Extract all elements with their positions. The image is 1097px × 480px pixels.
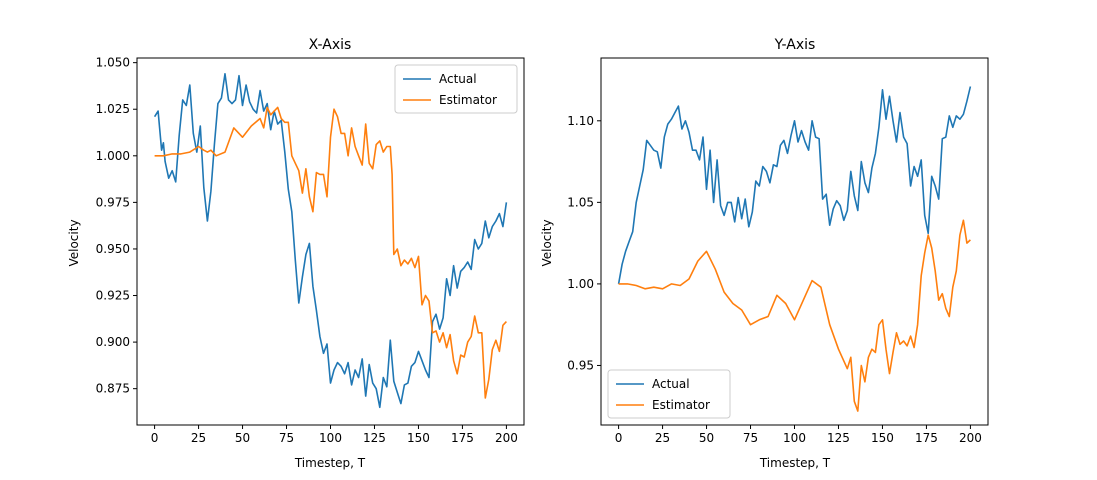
y-tick-label: 1.000 (96, 149, 130, 163)
x-axis-panel: X-Axis Timestep, T Velocity 0 25 50 75 100 12… (67, 37, 525, 470)
x-tick-label: 100 (319, 431, 342, 445)
y-axis-label: Velocity (67, 219, 81, 266)
x-tick-label: 0 (615, 431, 623, 445)
x-tick-label: 200 (959, 431, 982, 445)
plot-lines (153, 73, 508, 409)
x-tick-label: 175 (451, 431, 474, 445)
y-axis-label: Velocity (540, 219, 554, 266)
plot-lines (617, 86, 972, 412)
tick-group: 0 25 50 75 100 125 150 175 200 0.95 1.00 1.05 1.10 (567, 114, 982, 445)
x-tick-label: 200 (495, 431, 518, 445)
chart-title: X-Axis (309, 37, 352, 53)
legend: Actual Estimator (394, 64, 518, 114)
series-line-estimator (154, 106, 507, 399)
chart-title: Y-Axis (774, 37, 816, 53)
legend-box (394, 64, 518, 114)
x-tick-label: 125 (363, 431, 386, 445)
tick-group: 0 25 50 75 100 125 150 175 200 0.875 0.900 0.925 0.9… (96, 56, 518, 445)
x-tick-label: 100 (783, 431, 806, 445)
x-tick-label: 50 (235, 431, 250, 445)
x-tick-label: 150 (407, 431, 430, 445)
plot-frame (136, 57, 525, 426)
y-tick-label: 0.950 (96, 242, 130, 256)
series-line-actual (617, 86, 972, 285)
x-tick-label: 0 (151, 431, 159, 445)
series-line-estimator (618, 219, 971, 412)
y-tick-label: 1.10 (567, 114, 594, 128)
x-axis-label: Timestep, T (294, 456, 366, 470)
y-tick-label: 1.050 (96, 56, 130, 70)
x-tick-label: 125 (827, 431, 850, 445)
legend-label-estimator: Estimator (439, 93, 497, 107)
legend-box (607, 369, 731, 419)
x-tick-label: 25 (191, 431, 206, 445)
legend-label-actual: Actual (439, 72, 477, 86)
x-tick-label: 150 (871, 431, 894, 445)
x-tick-label: 175 (915, 431, 938, 445)
y-tick-label: 1.00 (567, 277, 594, 291)
y-axis-panel: Y-Axis Timestep, T Velocity 0 25 50 75 100 12… (540, 37, 989, 470)
series-line-actual (153, 73, 508, 409)
y-tick-label: 0.900 (96, 335, 130, 349)
x-axis-label: Timestep, T (759, 456, 831, 470)
x-tick-label: 25 (655, 431, 670, 445)
y-tick-label: 0.925 (96, 289, 130, 303)
x-tick-label: 50 (699, 431, 714, 445)
x-tick-label: 75 (279, 431, 294, 445)
y-tick-label: 1.025 (96, 102, 130, 116)
legend-label-actual: Actual (652, 377, 690, 391)
x-tick-label: 75 (743, 431, 758, 445)
y-tick-label: 1.05 (567, 195, 594, 209)
legend-label-estimator: Estimator (652, 398, 710, 412)
plot-frame (600, 57, 989, 426)
y-tick-label: 0.975 (96, 195, 130, 209)
y-tick-label: 0.875 (96, 382, 130, 396)
y-tick-label: 0.95 (567, 358, 594, 372)
legend: Actual Estimator (607, 369, 731, 419)
